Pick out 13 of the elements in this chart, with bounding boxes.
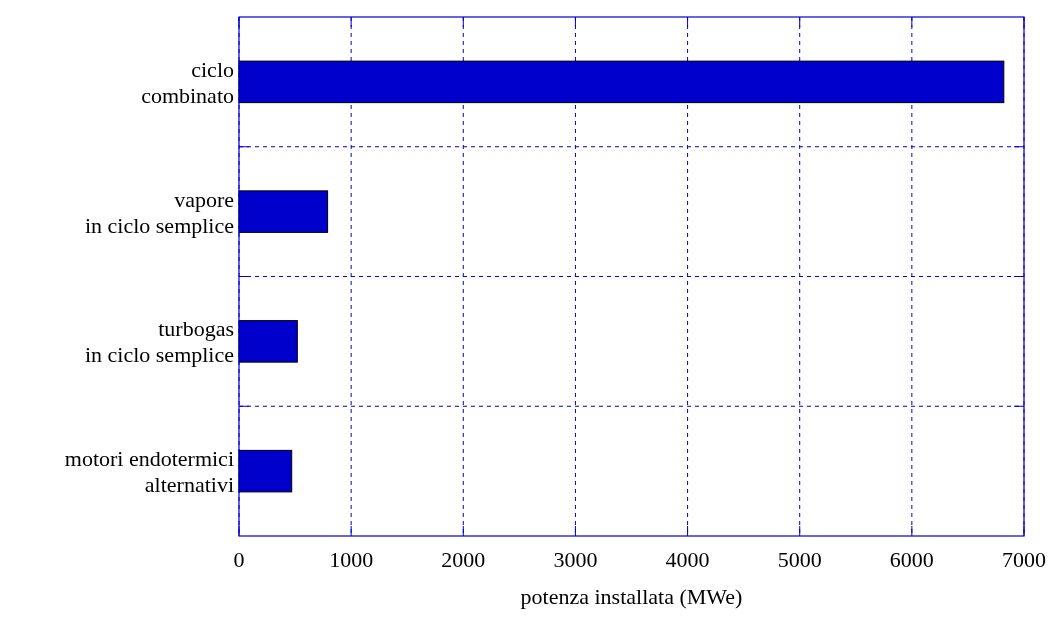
y-tick-label: ciclo combinato <box>141 56 234 108</box>
x-tick-label: 3000 <box>553 547 598 572</box>
x-tick-label: 5000 <box>777 547 822 572</box>
x-axis-title: potenza installata (MWe) <box>520 584 743 609</box>
x-tick-label: 0 <box>233 547 245 572</box>
x-tick-label: 4000 <box>665 547 710 572</box>
y-tick-label: motori endotermici alternativi <box>64 446 234 498</box>
x-tick-label: 1000 <box>329 547 374 572</box>
x-tick-label: 2000 <box>441 547 486 572</box>
y-tick-label: vapore in ciclo semplice <box>84 186 234 238</box>
x-tick-label: 7000 <box>1002 547 1046 572</box>
y-tick-label: turbogas in ciclo semplice <box>84 316 234 368</box>
x-tick-label: 6000 <box>889 547 934 572</box>
